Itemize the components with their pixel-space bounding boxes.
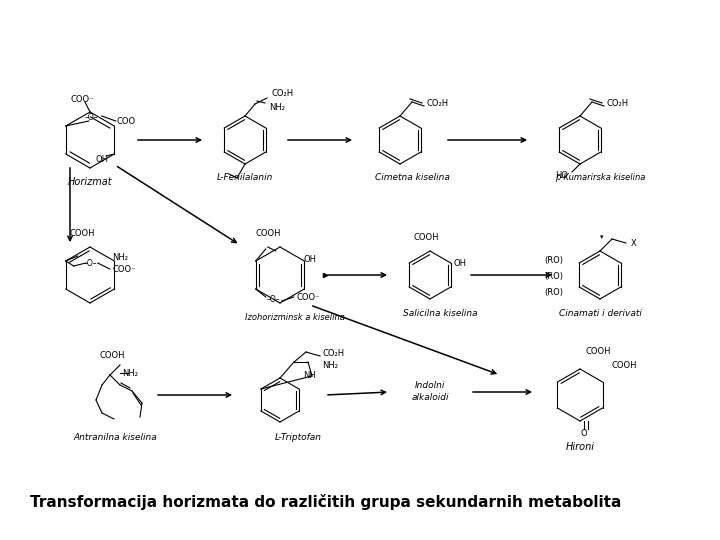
Text: X: X — [631, 239, 637, 247]
Text: NH₂: NH₂ — [122, 368, 138, 377]
Text: COO⁻: COO⁻ — [71, 96, 94, 105]
Text: Salicilna kiselina: Salicilna kiselina — [402, 308, 477, 318]
Text: COOH: COOH — [585, 347, 611, 355]
Text: ▾: ▾ — [600, 234, 604, 240]
Text: Cimetna kiselina: Cimetna kiselina — [374, 173, 449, 183]
Text: Transformacija horizmata do različitih grupa sekundarnih metabolita: Transformacija horizmata do različitih g… — [30, 494, 621, 510]
Text: –O–: –O– — [85, 113, 99, 123]
Text: NH₂: NH₂ — [269, 104, 285, 112]
Text: COOH: COOH — [611, 361, 636, 369]
Text: p-Kumarirska kiselina: p-Kumarirska kiselina — [555, 173, 645, 183]
Text: O: O — [581, 429, 588, 437]
Text: CO₂H: CO₂H — [272, 90, 294, 98]
Text: COOH: COOH — [99, 350, 125, 360]
Text: Indolni: Indolni — [415, 381, 445, 389]
Text: COOH: COOH — [69, 228, 95, 238]
Text: NH₂: NH₂ — [112, 253, 128, 261]
Text: L-Triptofan: L-Triptofan — [274, 433, 322, 442]
Text: –O–: –O– — [267, 294, 281, 303]
Text: CO₂H: CO₂H — [607, 99, 629, 109]
Text: NH₂: NH₂ — [322, 361, 338, 370]
Text: NH: NH — [304, 372, 316, 381]
Text: (RO): (RO) — [544, 256, 564, 266]
Text: Horizmat: Horizmat — [68, 177, 112, 187]
Text: COOH: COOH — [413, 233, 438, 241]
Text: COO⁻: COO⁻ — [296, 293, 320, 301]
Text: CO₂H: CO₂H — [427, 99, 449, 109]
Text: alkaloidi: alkaloidi — [411, 393, 449, 402]
Text: OH: OH — [304, 254, 317, 264]
Text: Hironi: Hironi — [565, 442, 595, 452]
Text: COO⁻: COO⁻ — [112, 265, 135, 273]
Text: –O–: –O– — [84, 259, 98, 267]
Text: Antranilna kiselina: Antranilna kiselina — [73, 433, 157, 442]
Text: CO₂H: CO₂H — [323, 349, 345, 359]
Text: OH: OH — [454, 259, 467, 267]
Text: Cinamati i derivati: Cinamati i derivati — [559, 308, 642, 318]
Text: HO: HO — [556, 172, 569, 180]
Text: Izohorizminsk a kiselina: Izohorizminsk a kiselina — [245, 313, 345, 321]
Text: COO: COO — [116, 117, 135, 125]
Text: (RO): (RO) — [544, 288, 564, 298]
Text: (RO): (RO) — [544, 273, 564, 281]
Text: COOH: COOH — [256, 228, 281, 238]
Text: OH: OH — [96, 154, 109, 164]
Text: L-Fenilalanin: L-Fenilalanin — [217, 173, 273, 183]
